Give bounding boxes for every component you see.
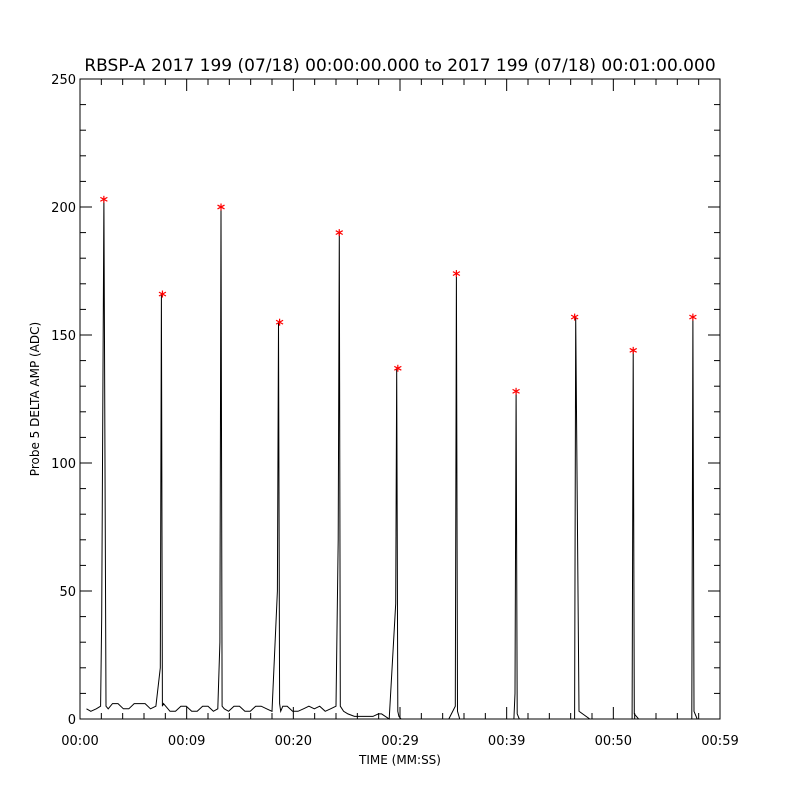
x-tick-label: 00:29 — [381, 734, 418, 749]
x-tick-label: 00:50 — [595, 734, 632, 749]
y-tick-label: 100 — [51, 457, 76, 472]
peak-marker — [394, 364, 402, 372]
x-axis-ticks — [79, 79, 721, 719]
peak-marker — [452, 270, 461, 278]
peak-marker — [512, 387, 520, 395]
x-tick-label: 00:39 — [488, 734, 525, 749]
y-tick-label: 50 — [59, 585, 76, 600]
peak-markers — [100, 195, 697, 395]
x-tick-label: 00:09 — [168, 734, 205, 749]
peak-marker — [217, 203, 225, 211]
y-axis-ticks — [80, 78, 720, 720]
y-axis-tick-labels: 0 50 100 150 200 250 — [51, 73, 76, 728]
y-axis-label: Probe 5 DELTA AMP (ADC) — [28, 322, 42, 476]
chart-title: RBSP-A 2017 199 (07/18) 00:00:00.000 to … — [84, 56, 715, 76]
x-axis-tick-labels: 00:00 00:09 00:20 00:29 00:39 00:50 00:59 — [61, 734, 738, 749]
peak-marker — [570, 313, 579, 321]
y-tick-label: 250 — [51, 73, 76, 88]
y-tick-label: 200 — [51, 201, 76, 216]
data-line — [86, 199, 698, 720]
peak-marker — [689, 313, 697, 321]
peak-marker — [275, 318, 284, 326]
plot-frame — [79, 78, 721, 720]
y-tick-label: 150 — [51, 329, 76, 344]
x-tick-label: 00:20 — [275, 734, 312, 749]
peak-marker — [100, 195, 108, 203]
peak-marker — [335, 229, 344, 237]
x-axis-label: TIME (MM:SS) — [358, 753, 441, 767]
y-tick-label: 0 — [68, 713, 76, 728]
peak-marker — [629, 346, 638, 354]
peak-marker — [158, 290, 167, 298]
x-tick-label: 00:00 — [61, 734, 98, 749]
x-tick-label: 00:59 — [701, 734, 738, 749]
